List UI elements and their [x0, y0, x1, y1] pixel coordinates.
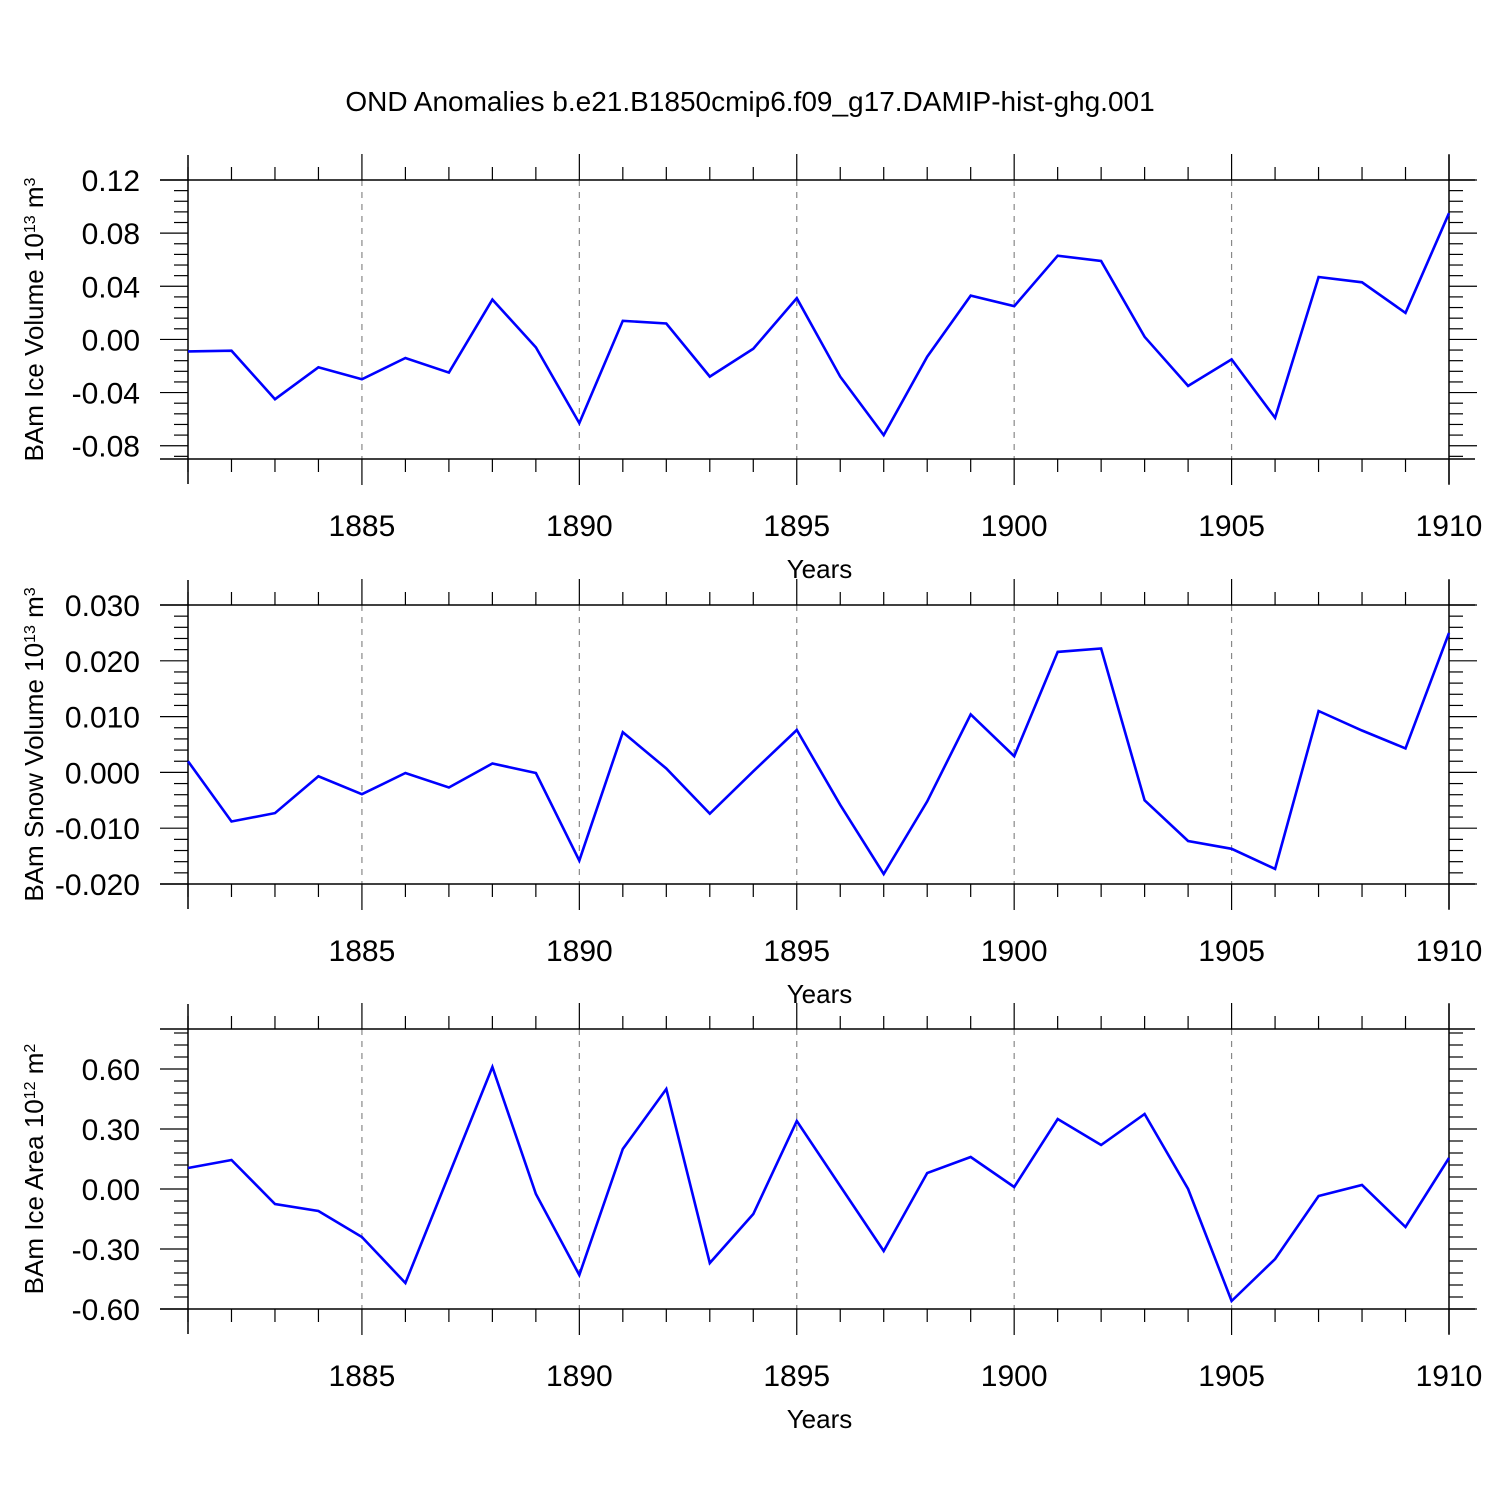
panel-1-series-line	[187, 212, 1451, 438]
panel-2-y-tick-label: 0.010	[65, 702, 140, 735]
panel-3-y-tick-label: 0.00	[82, 1174, 140, 1207]
panel-2-y-tick-label: 0.020	[65, 646, 140, 679]
panel-2-y-tick-label: 0.000	[65, 757, 140, 790]
panel-1-y-tick-label: 0.12	[82, 165, 140, 198]
panel-1-x-axis-label: Years	[787, 554, 853, 584]
panel-2-x-axis-label: Years	[787, 979, 853, 1009]
panel-3-x-tick-label: 1890	[546, 1360, 613, 1393]
panel-1-x-tick-label: 1885	[329, 510, 396, 543]
panel-1-y-axis-label: BAm Ice Volume 1013 m3	[19, 177, 49, 461]
panel-1-y-tick-label: 0.08	[82, 218, 140, 251]
panel-3-series-line	[187, 1063, 1451, 1304]
panel-2-y-tick-label: 0.030	[65, 590, 140, 623]
panel-3-x-tick-label: 1905	[1198, 1360, 1265, 1393]
panel-2-x-tick-label: 1885	[329, 935, 396, 968]
panel-3-x-tick-label: 1885	[329, 1360, 396, 1393]
panel-2-y-tick-label: -0.020	[55, 869, 140, 902]
panel-1-x-tick-label: 1895	[763, 510, 830, 543]
panel-1-y-tick-label: 0.00	[82, 324, 140, 357]
panel-2-x-tick-label: 1890	[546, 935, 613, 968]
panel-1-x-tick-label: 1900	[981, 510, 1048, 543]
panel-2-y-tick-label: -0.010	[55, 813, 140, 846]
panel-3-y-tick-label: -0.30	[72, 1234, 140, 1267]
panel-3-x-axis-label: Years	[787, 1404, 853, 1434]
figure-title: OND Anomalies b.e21.B1850cmip6.f09_g17.D…	[345, 86, 1155, 117]
panel-2-y-axis-label: BAm Snow Volume 1013 m3	[19, 587, 49, 901]
panel-3-y-tick-label: 0.60	[82, 1054, 140, 1087]
panel-2-x-tick-label: 1895	[763, 935, 830, 968]
panel-3-y-axis-label: BAm Ice Area 1012 m2	[19, 1044, 49, 1295]
panel-3-y-tick-label: 0.30	[82, 1114, 140, 1147]
panel-1-x-tick-label: 1910	[1416, 510, 1483, 543]
panel-2-x-tick-label: 1910	[1416, 935, 1483, 968]
panel-1-y-tick-label: -0.08	[72, 431, 140, 464]
panel-1-y-tick-label: 0.04	[82, 271, 140, 304]
panel-1-x-tick-label: 1890	[546, 510, 613, 543]
panel-2-x-tick-label: 1900	[981, 935, 1048, 968]
panel-2-x-tick-label: 1905	[1198, 935, 1265, 968]
panel-3-x-tick-label: 1900	[981, 1360, 1048, 1393]
panel-2-series-line	[186, 632, 1451, 877]
panel-1-y-tick-label: -0.04	[72, 378, 140, 411]
panel-1-x-tick-label: 1905	[1198, 510, 1265, 543]
panel-3-x-tick-label: 1895	[763, 1360, 830, 1393]
panel-3-x-tick-label: 1910	[1416, 1360, 1483, 1393]
panel-3-y-tick-label: -0.60	[72, 1294, 140, 1327]
